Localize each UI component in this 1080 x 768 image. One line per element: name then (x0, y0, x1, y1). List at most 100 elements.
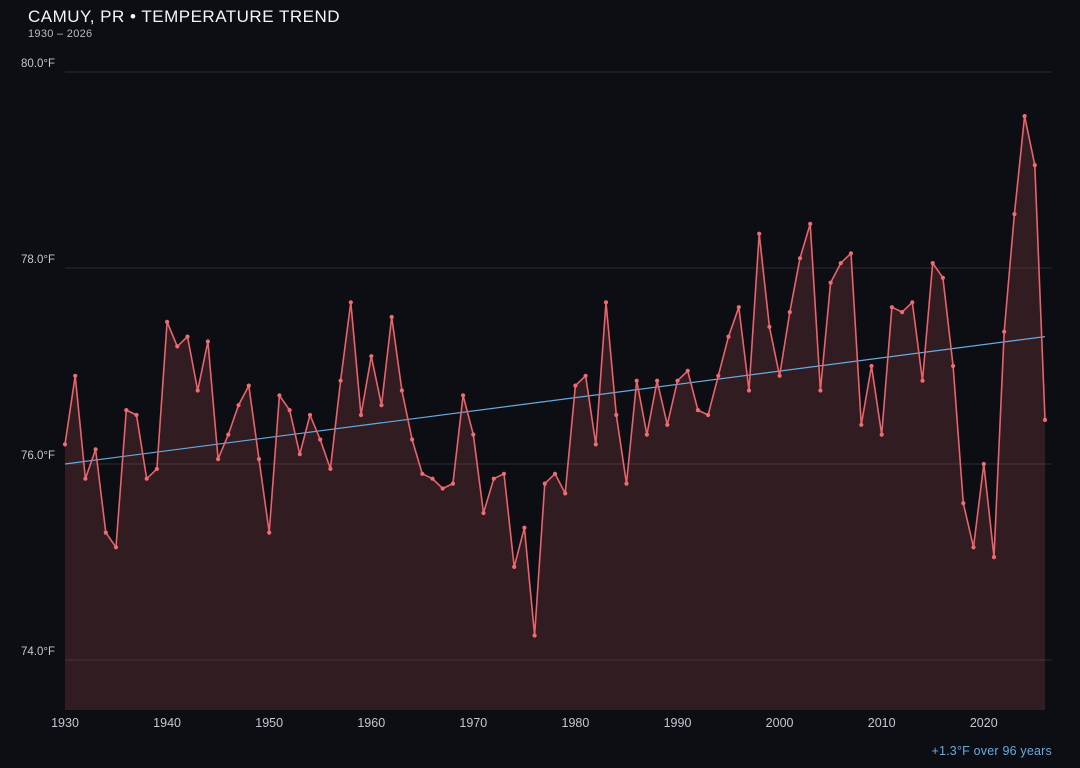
data-point (614, 412, 619, 418)
data-point (195, 388, 200, 393)
data-point (767, 324, 772, 329)
data-point (216, 457, 221, 462)
data-point (491, 476, 496, 481)
data-point (410, 437, 415, 442)
data-point (981, 461, 986, 467)
data-point (134, 412, 139, 418)
data-point (358, 412, 364, 418)
data-point (124, 408, 129, 413)
data-point (542, 481, 547, 486)
data-point (348, 300, 353, 305)
data-point (481, 510, 486, 516)
gridlines (65, 71, 1052, 661)
data-point (512, 564, 517, 570)
data-point (379, 403, 384, 408)
data-point (624, 481, 629, 486)
data-point (848, 251, 854, 256)
data-point (154, 466, 159, 471)
x-tick-label: 1980 (562, 716, 590, 730)
data-point (961, 501, 966, 506)
chart-header: CAMUY, PR • TEMPERATURE TREND 1930 – 202… (28, 7, 340, 40)
data-point (93, 447, 98, 452)
data-point (940, 275, 946, 280)
trend-summary-label: +1.3°F over 96 years (931, 744, 1052, 758)
data-point (267, 530, 272, 535)
data-point (297, 452, 302, 457)
data-point (205, 339, 210, 344)
data-point (583, 373, 588, 378)
data-point (165, 319, 170, 324)
y-tick-label: 78.0°F (21, 254, 55, 266)
data-point (838, 261, 843, 266)
data-point (338, 378, 343, 383)
data-point (685, 368, 690, 373)
data-point (828, 280, 833, 285)
data-point (716, 373, 721, 378)
data-point (450, 481, 455, 486)
data-point (522, 525, 527, 530)
data-point (634, 378, 639, 383)
data-point (797, 256, 803, 261)
data-point (655, 378, 660, 383)
temperature-area-fill (65, 116, 1045, 711)
data-point (83, 476, 88, 481)
data-point (256, 457, 262, 462)
data-point (471, 432, 476, 437)
data-point (328, 466, 333, 471)
data-point (1002, 329, 1007, 334)
y-axis-labels: 80.0°F 78.0°F 76.0°F 74.0°F (21, 58, 55, 658)
data-point (573, 383, 578, 388)
data-point (226, 432, 231, 437)
data-point (951, 363, 956, 369)
x-tick-label: 1940 (153, 716, 181, 730)
data-point (185, 334, 190, 339)
data-point (175, 344, 180, 349)
data-point (593, 442, 598, 447)
y-tick-label: 80.0°F (21, 58, 55, 70)
data-point (889, 305, 895, 310)
data-point (103, 530, 108, 535)
x-tick-label: 2000 (766, 716, 794, 730)
data-point (552, 471, 558, 476)
data-point (1012, 212, 1017, 217)
data-point (900, 310, 905, 315)
data-point (430, 476, 435, 481)
x-tick-label: 1950 (255, 716, 283, 730)
data-point (736, 305, 741, 310)
data-point (859, 422, 864, 427)
x-tick-label: 1970 (459, 716, 487, 730)
x-axis-labels: 1930 1940 1950 1960 1970 1980 1990 2000 2010 2020 (51, 716, 998, 730)
x-tick-label: 1960 (357, 716, 385, 730)
data-point (307, 412, 313, 418)
data-point (787, 310, 792, 315)
data-point (440, 486, 445, 491)
x-tick-label: 2010 (868, 716, 896, 730)
data-point (461, 393, 466, 398)
data-point (746, 388, 752, 393)
data-point (603, 300, 609, 305)
data-point (869, 363, 874, 369)
data-point (818, 388, 823, 393)
data-point (236, 403, 241, 408)
data-point (318, 437, 323, 442)
data-point (665, 422, 670, 427)
y-tick-label: 74.0°F (21, 646, 55, 658)
data-point (808, 221, 813, 226)
data-point (675, 378, 680, 383)
data-point (1032, 163, 1037, 168)
x-tick-label: 2020 (970, 716, 998, 730)
data-point (277, 393, 282, 398)
data-point (62, 442, 68, 447)
data-point (726, 334, 731, 339)
data-point (113, 545, 119, 550)
data-point (971, 545, 976, 550)
data-point (287, 408, 292, 413)
data-point (420, 471, 425, 476)
data-point (1022, 114, 1027, 119)
data-point (695, 408, 701, 413)
data-point (920, 378, 925, 383)
data-point (879, 432, 884, 437)
data-point (910, 300, 915, 305)
